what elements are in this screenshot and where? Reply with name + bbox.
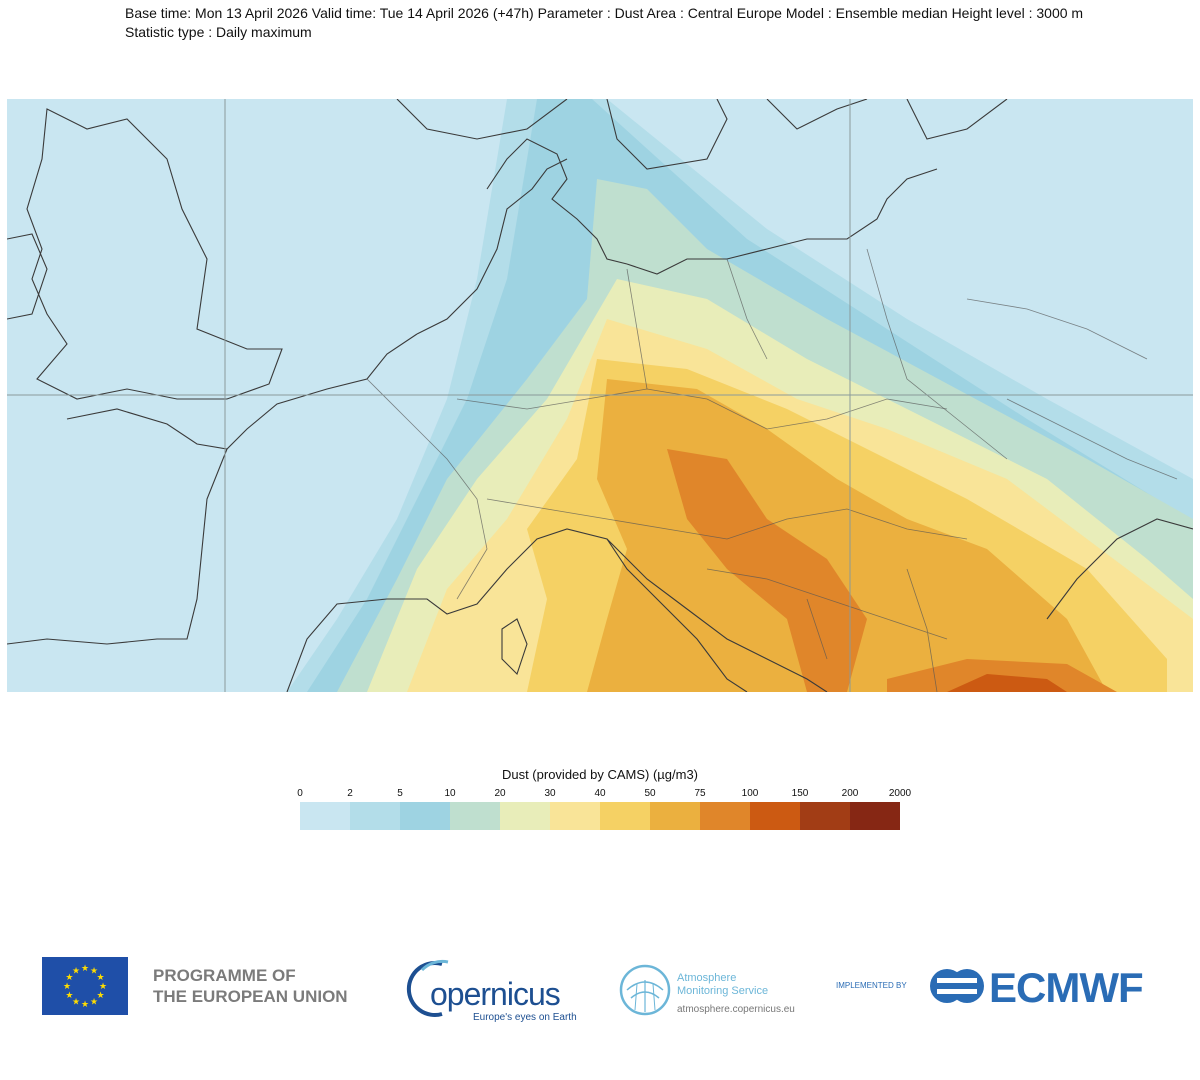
coast-corsica	[501, 618, 528, 676]
dust-band-75	[667, 449, 867, 692]
dust-band-50	[587, 379, 1107, 692]
copernicus-logo: opernicus Europe's eyes on Earth	[404, 956, 577, 1023]
legend-color-swatch	[700, 802, 750, 830]
eu-programme-label: PROGRAMME OF THE EUROPEAN UNION	[153, 965, 348, 1007]
coast-scandinavia	[396, 99, 1008, 170]
copernicus-wordmark: opernicus	[430, 976, 561, 1012]
eu-line-1: PROGRAMME OF	[153, 966, 296, 985]
eu-flag-icon: ★ ★ ★ ★ ★ ★ ★ ★ ★ ★ ★ ★	[42, 957, 128, 1015]
coastlines	[7, 99, 1193, 692]
ams-line-1: Atmosphere	[677, 972, 737, 984]
footer-logos: ★ ★ ★ ★ ★ ★ ★ ★ ★ ★ ★ ★ PROGRAMME OF THE EUROPEAN U…	[0, 950, 1200, 1030]
legend-color-swatch	[800, 802, 850, 830]
ecmwf-wordmark: ECMWF	[989, 964, 1144, 1011]
legend-tick-label: 100	[741, 788, 759, 799]
coast-adriatic	[606, 538, 828, 692]
coast-mediterranean	[286, 528, 748, 692]
ecmwf-symbol-icon	[930, 969, 984, 1003]
country-borders	[366, 248, 1178, 692]
legend-color-swatch	[500, 802, 550, 830]
legend-color-swatch	[300, 802, 350, 830]
legend-color-swatch	[550, 802, 600, 830]
border-4	[626, 248, 1008, 460]
legend-tick-label: 20	[494, 788, 506, 799]
dust-map-canvas	[7, 99, 1193, 692]
legend-tick-label: 40	[594, 788, 606, 799]
coast-britain	[26, 108, 283, 400]
eu-stars: ★ ★★★★★★★★★★★	[63, 963, 107, 1009]
copernicus-c-icon	[406, 959, 449, 1017]
dust-band-100	[947, 674, 1067, 692]
legend-color-swatch	[600, 802, 650, 830]
legend-tick-label: 2	[347, 788, 353, 799]
ams-logo: Atmosphere Monitoring Service atmosphere…	[617, 956, 807, 1022]
legend-color-swatch	[650, 802, 700, 830]
legend-tick-label: 50	[644, 788, 656, 799]
coast-biscay	[7, 448, 228, 645]
border-6	[966, 298, 1178, 480]
coast-baltic	[626, 168, 938, 275]
legend-tick-label: 5	[397, 788, 403, 799]
coast-netherlands	[416, 158, 568, 335]
coast-denmark	[486, 138, 628, 265]
graticule	[7, 99, 1193, 692]
eu-star-icon: ★	[81, 999, 89, 1009]
map-header: Base time: Mon 13 April 2026 Valid time:…	[125, 4, 1185, 42]
legend-tick-label: 0	[297, 788, 303, 799]
eu-star-icon: ★	[65, 972, 73, 982]
globe-icon	[619, 964, 671, 1016]
header-line-2: Statistic type : Daily maximum	[125, 24, 312, 40]
coast-black-sea	[1046, 518, 1193, 620]
legend-color-swatch	[750, 802, 800, 830]
eu-star-icon: ★	[63, 981, 71, 991]
eu-star-icon: ★	[97, 990, 105, 1000]
legend-color-swatch	[850, 802, 900, 830]
ams-url: atmosphere.copernicus.eu	[677, 1004, 795, 1015]
legend-color-swatch	[400, 802, 450, 830]
implemented-by-label: IMPLEMENTED BY	[836, 981, 907, 990]
eu-star-icon: ★	[72, 965, 80, 975]
legend-tick-label: 10	[444, 788, 456, 799]
ecmwf-logo: ECMWF	[927, 962, 1167, 1012]
legend-tick-label: 150	[791, 788, 809, 799]
eu-star-icon: ★	[81, 963, 89, 973]
coast-ireland	[7, 233, 48, 320]
legend-ticks: 0 2 5 10 20 30 40 50 75 100 150 200 2000	[0, 788, 1200, 802]
border-2	[456, 388, 948, 430]
eu-star-icon: ★	[99, 981, 107, 991]
ams-line-2: Monitoring Service	[677, 985, 769, 997]
legend-tick-label: 30	[544, 788, 556, 799]
eu-line-2: THE EUROPEAN UNION	[153, 987, 348, 1006]
copernicus-tagline: Europe's eyes on Earth	[473, 1012, 577, 1023]
border-1	[366, 378, 488, 600]
eu-star-icon: ★	[90, 997, 98, 1007]
border-3	[486, 498, 968, 540]
legend-tick-label: 2000	[888, 788, 912, 799]
eu-star-icon: ★	[65, 990, 73, 1000]
eu-star-icon: ★	[97, 972, 105, 982]
legend-tick-label: 75	[694, 788, 706, 799]
legend-colorbar	[300, 802, 900, 830]
legend-color-swatch	[350, 802, 400, 830]
dust-map	[7, 99, 1193, 692]
legend-color-swatch	[450, 802, 500, 830]
legend-title: Dust (provided by CAMS) (µg/m3)	[501, 767, 699, 782]
header-line-1: Base time: Mon 13 April 2026 Valid time:…	[125, 5, 1084, 21]
legend-tick-label: 200	[841, 788, 859, 799]
eu-star-icon: ★	[72, 997, 80, 1007]
coast-france-west	[66, 333, 418, 450]
eu-star-icon: ★	[90, 965, 98, 975]
border-5	[706, 568, 948, 692]
